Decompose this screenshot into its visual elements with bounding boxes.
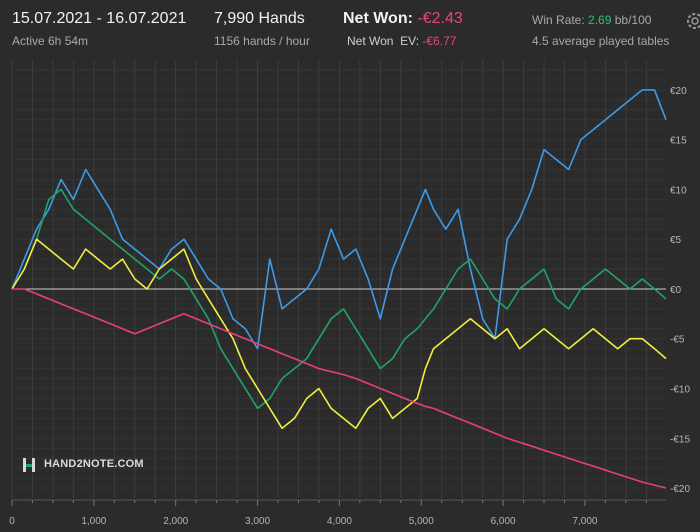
win-rate-unit: bb/100 xyxy=(614,13,652,27)
series-line-pink xyxy=(12,288,667,489)
average-tables: 4.5 average played tables xyxy=(532,34,670,48)
x-axis: 0 1,000 2,000 3,000 4,000 5,000 6,000 7,000 xyxy=(9,499,666,527)
settings-gear-icon[interactable] xyxy=(684,10,700,32)
chart-grid xyxy=(11,60,666,498)
y-tick-label: -€10 xyxy=(670,385,690,396)
logo-text: HAND2NOTE.COM xyxy=(44,458,144,470)
win-rate-label: Win Rate: xyxy=(532,13,585,27)
x-tick-label: 2,000 xyxy=(163,516,188,527)
y-tick-label: -€20 xyxy=(670,484,690,495)
y-tick-label: €10 xyxy=(670,185,687,196)
net-won-ev-label: Net Won EV: xyxy=(347,34,420,48)
net-won-ev: Net Won EV: -€6.77 xyxy=(347,34,456,48)
y-tick-label: €0 xyxy=(670,285,682,296)
series-line-yellow xyxy=(11,238,667,430)
y-axis: €20 €15 €10 €5 €0 -€5 -€10 -€15 -€20 xyxy=(670,86,690,495)
active-time: Active 6h 54m xyxy=(12,34,89,48)
stats-header: 15.07.2021 - 16.07.2021 Active 6h 54m 7,… xyxy=(0,0,700,56)
y-tick-label: €20 xyxy=(670,86,687,97)
y-tick-label: €5 xyxy=(670,235,682,246)
series-line-green xyxy=(11,188,667,410)
y-tick-label: €15 xyxy=(670,136,687,147)
y-tick-label: -€15 xyxy=(670,434,690,445)
x-tick-label: 6,000 xyxy=(491,516,516,527)
x-tick-label: 3,000 xyxy=(245,516,270,527)
gear-icon xyxy=(687,13,700,29)
win-rate: Win Rate: 2.69 bb/100 xyxy=(532,13,651,27)
win-rate-value: 2.69 xyxy=(588,13,612,27)
net-won-label: Net Won: xyxy=(343,10,413,27)
hand2note-logo: HAND2NOTE.COM xyxy=(20,455,170,475)
y-tick-label: -€5 xyxy=(670,335,685,346)
date-range: 15.07.2021 - 16.07.2021 xyxy=(12,10,187,27)
h2n-logo-icon xyxy=(23,458,35,472)
series-line-blue xyxy=(11,89,667,350)
x-tick-label: 0 xyxy=(9,516,15,527)
net-won-ev-value: -€6.77 xyxy=(422,34,457,48)
x-tick-label: 4,000 xyxy=(327,516,352,527)
hands-count: 7,990 Hands xyxy=(214,10,305,27)
x-tick-label: 1,000 xyxy=(81,516,106,527)
hands-per-hour: 1156 hands / hour xyxy=(214,34,310,48)
net-won: Net Won: -€2.43 xyxy=(343,10,463,28)
x-tick-label: 7,000 xyxy=(572,516,597,527)
chart-lines xyxy=(11,89,667,489)
net-won-value: -€2.43 xyxy=(417,10,463,27)
x-tick-label: 5,000 xyxy=(409,516,434,527)
